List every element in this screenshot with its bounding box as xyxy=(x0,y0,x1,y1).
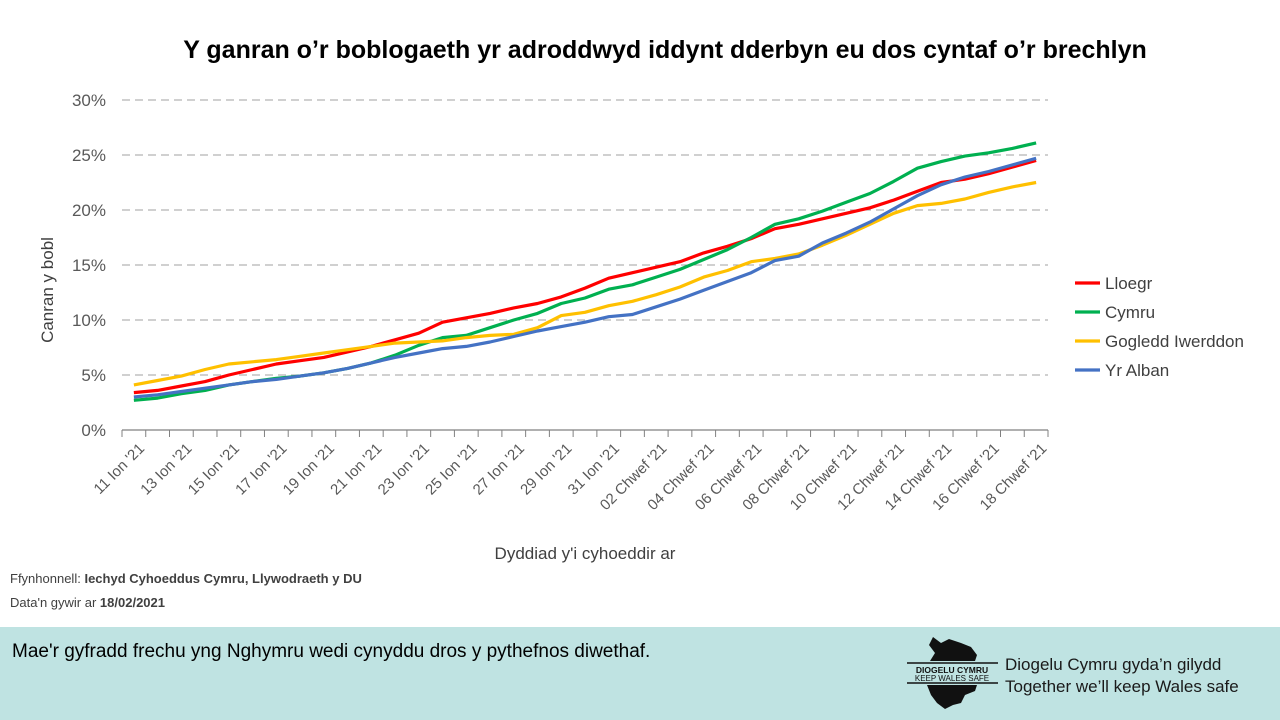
tagline-welsh: Diogelu Cymru gyda’n gilydd xyxy=(1005,655,1222,674)
svg-text:DIOGELU CYMRU: DIOGELU CYMRU xyxy=(916,665,988,675)
gridlines xyxy=(122,99,1048,376)
legend-label: Gogledd Iwerddon xyxy=(1105,332,1244,351)
series-line-gogledd-iwerddon xyxy=(133,180,1037,387)
series-line-yr-alban xyxy=(133,156,1037,399)
legend-label: Cymru xyxy=(1105,303,1155,322)
y-tick-label: 20% xyxy=(72,201,106,220)
source-line: Ffynhonnell: Iechyd Cyhoeddus Cymru, Lly… xyxy=(10,571,362,586)
chart-title: Y ganran o’r boblogaeth yr adroddwyd idd… xyxy=(183,36,1147,64)
y-tick-label: 10% xyxy=(72,311,106,330)
legend: Lloegr Cymru Gogledd Iwerddon Yr Alban xyxy=(1075,274,1244,380)
tagline-english: Together we’ll keep Wales safe xyxy=(1005,677,1239,696)
series-lines xyxy=(133,141,1037,402)
x-axis-title: Dyddiad y'i cyhoeddir ar xyxy=(495,544,676,563)
svg-text:KEEP WALES SAFE: KEEP WALES SAFE xyxy=(915,674,989,683)
data-date-line: Data'n gywir ar 18/02/2021 xyxy=(10,595,165,610)
legend-item: Gogledd Iwerddon xyxy=(1075,332,1244,351)
y-tick-label: 25% xyxy=(72,146,106,165)
y-tick-label: 15% xyxy=(72,256,106,275)
legend-label: Yr Alban xyxy=(1105,361,1169,380)
footer-message: Mae'r gyfradd frechu yng Nghymru wedi cy… xyxy=(12,641,651,662)
data-date-value: 18/02/2021 xyxy=(99,595,165,610)
legend-label: Lloegr xyxy=(1105,274,1153,293)
legend-item: Cymru xyxy=(1075,303,1155,322)
data-date-label: Data'n gywir ar xyxy=(10,595,97,610)
legend-item: Yr Alban xyxy=(1075,361,1169,380)
series-line-lloegr xyxy=(133,158,1037,395)
legend-item: Lloegr xyxy=(1075,274,1153,293)
y-tick-label: 0% xyxy=(81,421,106,440)
y-tick-label: 5% xyxy=(81,366,106,385)
y-tick-label: 30% xyxy=(72,91,106,110)
source-value: Iechyd Cyhoeddus Cymru, Llywodraeth y DU xyxy=(84,571,362,586)
footer-banner: Mae'r gyfradd frechu yng Nghymru wedi cy… xyxy=(0,627,1280,720)
y-axis-title: Canran y bobl xyxy=(38,237,57,343)
y-axis-ticks: 0% 5% 10% 15% 20% 25% 30% xyxy=(72,91,106,440)
keep-wales-safe-logo: DIOGELU CYMRU KEEP WALES SAFE xyxy=(907,637,998,709)
source-label: Ffynhonnell: xyxy=(10,571,81,586)
tagline: Diogelu Cymru gyda’n gilydd Together we’… xyxy=(1005,654,1239,698)
